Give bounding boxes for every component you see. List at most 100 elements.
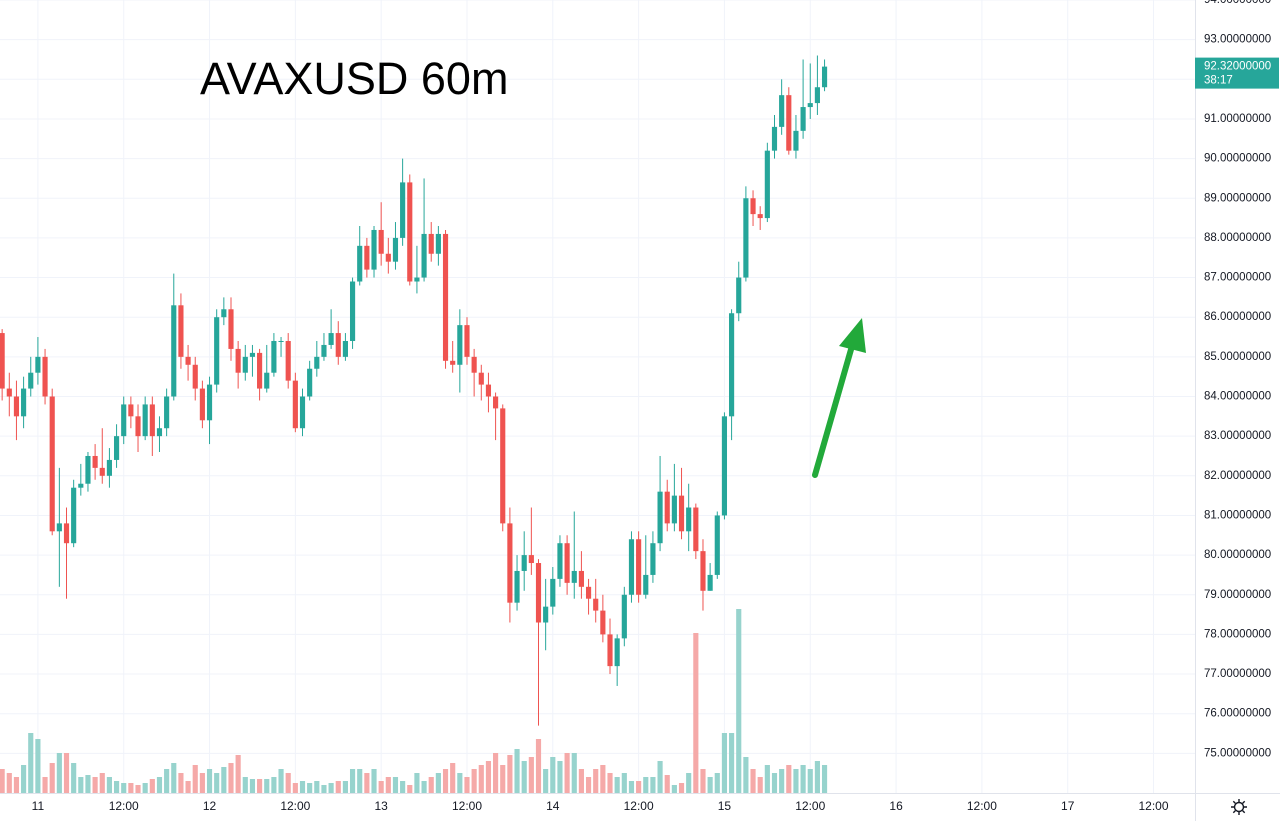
volume-bar — [585, 777, 592, 793]
x-tick-label: 12:00 — [795, 799, 825, 813]
volume-bar — [400, 781, 406, 793]
volume-bar — [621, 773, 627, 793]
volume-bar — [378, 781, 384, 793]
candle-body — [378, 229, 384, 254]
candle-body — [585, 586, 592, 599]
candle-body — [199, 388, 205, 421]
candle-body — [550, 578, 556, 607]
candle-body — [578, 570, 584, 587]
candle-body — [543, 606, 549, 623]
candle-body — [678, 495, 685, 532]
volume-bar — [364, 773, 370, 793]
volume-bar — [550, 757, 556, 793]
volume-bar — [571, 753, 577, 793]
volume-bar — [507, 755, 513, 793]
x-tick-label: 15 — [718, 799, 732, 813]
candle-body — [493, 396, 499, 409]
volume-bar — [206, 769, 213, 793]
candle-body — [600, 610, 606, 635]
candle-body — [357, 245, 363, 282]
candle-body — [535, 563, 542, 623]
candle-body — [464, 325, 470, 357]
settings-gear[interactable] — [1233, 801, 1245, 813]
volume-bar — [321, 785, 327, 793]
candle-body — [6, 388, 12, 397]
candle-body — [221, 309, 227, 318]
trend-arrow — [812, 318, 866, 478]
volume-bar — [521, 761, 527, 793]
volume-bar — [71, 763, 77, 793]
candle-body — [385, 253, 391, 262]
candle-body — [400, 182, 406, 238]
arrow-head — [839, 318, 866, 353]
volume-bar — [371, 769, 377, 793]
y-tick-label: 77.00000000 — [1204, 668, 1271, 680]
volume-bar — [450, 763, 456, 793]
volume-bar — [714, 773, 720, 793]
candle-body — [607, 634, 613, 667]
candle-body — [764, 150, 770, 219]
candle-body — [621, 594, 627, 639]
volume-bar — [342, 781, 348, 793]
candle-body — [228, 309, 234, 349]
y-tick-label: 87.00000000 — [1204, 272, 1271, 284]
candle-body — [593, 598, 599, 611]
candle-body — [35, 356, 41, 373]
volume-bar — [21, 765, 27, 793]
volume-bar — [414, 773, 420, 793]
volume-bar — [257, 779, 263, 793]
volume-bar — [113, 781, 120, 793]
candle-body — [407, 182, 413, 282]
candle-body — [121, 404, 127, 437]
candle-body — [0, 333, 5, 389]
candle-body — [285, 340, 291, 381]
candle-body — [786, 95, 792, 151]
volume-bar — [185, 781, 191, 793]
volume-bar — [264, 779, 270, 793]
volume-bar — [278, 769, 284, 793]
volume-bar — [764, 765, 770, 793]
volume-bar — [135, 785, 141, 793]
candle-body — [249, 352, 256, 357]
candle-body — [142, 404, 148, 437]
candle-body — [514, 570, 520, 603]
volume-bar — [242, 777, 248, 793]
volume-bar — [743, 757, 749, 793]
grid — [0, 0, 1195, 793]
x-tick-label: 12 — [203, 799, 217, 813]
volume-bar — [485, 761, 492, 793]
candle-body — [349, 281, 356, 341]
volume-bar — [614, 777, 620, 793]
candle-body — [28, 372, 34, 389]
volume-bar — [471, 769, 477, 793]
settings-gear-teeth[interactable] — [1231, 799, 1247, 815]
volume-bar — [314, 781, 320, 793]
y-tick-label: 84.00000000 — [1204, 391, 1271, 403]
volume-bar — [28, 733, 34, 793]
candle-body — [342, 340, 348, 357]
volume-bar — [178, 773, 184, 793]
candle-body — [521, 555, 527, 571]
x-tick-label: 12:00 — [624, 799, 654, 813]
candle-body — [185, 356, 191, 365]
volume-bar — [671, 785, 677, 793]
candle-body — [421, 233, 427, 278]
volume-bar — [478, 765, 484, 793]
candle-body — [71, 487, 77, 544]
x-tick-label: 16 — [889, 799, 903, 813]
candle-body — [99, 467, 105, 476]
candle-body — [164, 396, 170, 429]
candle-body — [557, 543, 563, 579]
candle-body — [650, 543, 656, 575]
candle-body — [49, 396, 55, 532]
candle-body — [736, 277, 742, 314]
volume-bar — [121, 783, 127, 793]
candle-body — [56, 523, 62, 532]
candle-body — [807, 103, 813, 108]
candle-body — [392, 237, 399, 262]
settings-icon[interactable] — [1231, 799, 1247, 815]
volume-bar — [335, 781, 341, 793]
candle-body — [671, 495, 677, 524]
volume-bar — [693, 633, 699, 793]
